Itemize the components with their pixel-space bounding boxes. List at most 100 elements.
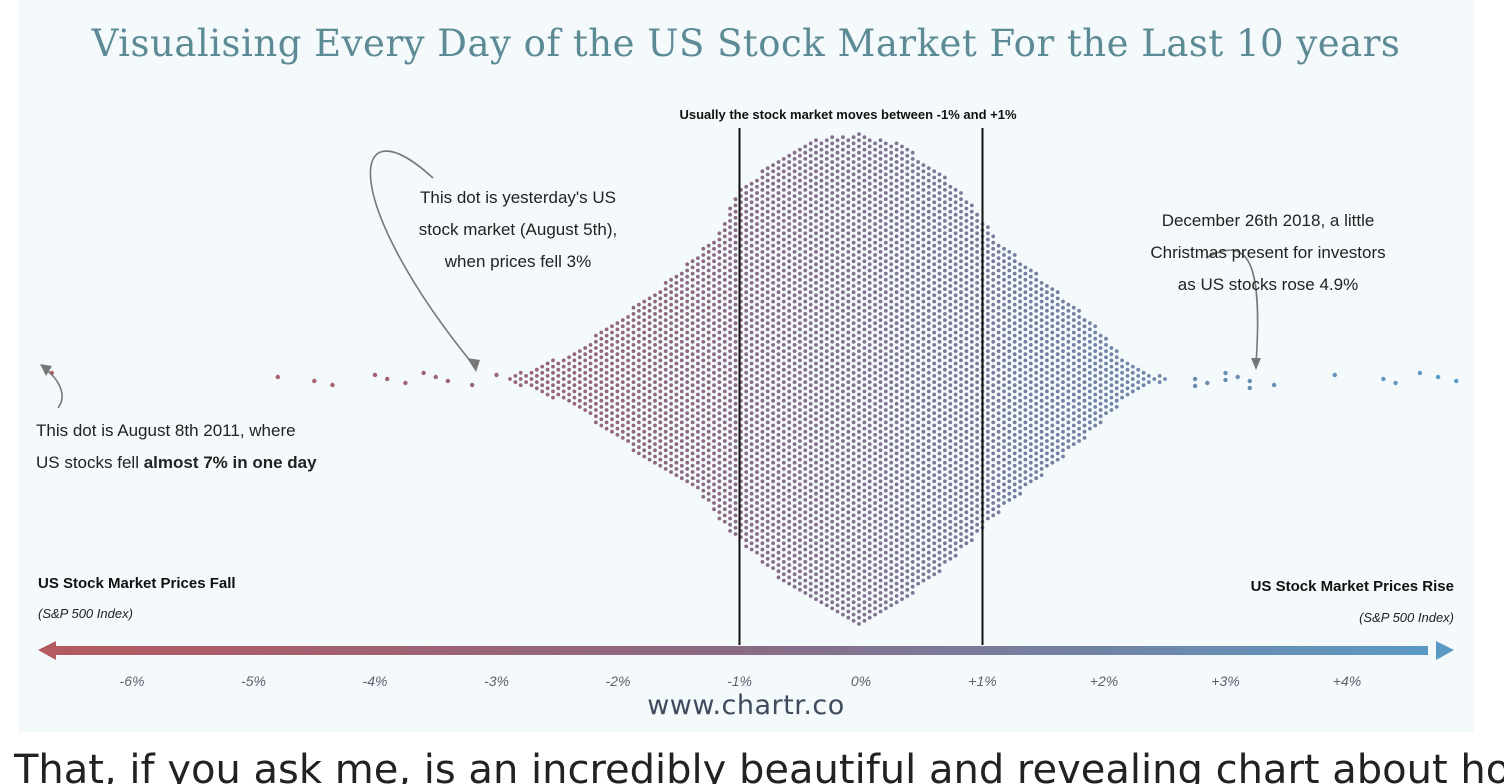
data-dot <box>819 544 824 549</box>
data-dot <box>626 401 630 406</box>
data-dot <box>529 377 534 381</box>
data-dot <box>857 504 861 508</box>
data-dot <box>969 439 974 443</box>
data-dot <box>873 377 877 381</box>
data-dot <box>808 408 813 412</box>
data-dot <box>749 367 754 372</box>
data-dot <box>781 560 786 564</box>
data-dot <box>953 212 958 217</box>
data-dot <box>798 215 802 220</box>
data-dot <box>905 550 910 555</box>
data-dot <box>1071 405 1076 409</box>
data-dot <box>551 389 555 394</box>
data-dot <box>878 163 883 168</box>
data-dot <box>835 442 840 446</box>
data-dot <box>862 352 867 357</box>
data-dot <box>819 501 824 505</box>
data-dot <box>867 318 872 322</box>
data-dot <box>964 380 969 384</box>
data-dot <box>733 315 738 319</box>
data-dot <box>792 442 797 446</box>
data-dot <box>701 246 706 251</box>
data-dot <box>1018 429 1022 434</box>
x-tick-label: +1% <box>968 673 996 689</box>
data-dot <box>1023 395 1028 400</box>
data-dot <box>792 411 797 415</box>
data-dot <box>1061 324 1065 329</box>
data-dot <box>717 398 722 403</box>
data-dot <box>814 361 818 366</box>
data-dot <box>808 172 813 177</box>
data-dot <box>781 460 786 465</box>
data-dot <box>803 237 808 242</box>
data-dot <box>862 346 867 350</box>
data-dot <box>986 504 990 508</box>
data-dot <box>599 392 604 397</box>
data-dot <box>851 488 856 493</box>
data-dot <box>771 355 775 360</box>
data-dot <box>610 336 614 341</box>
data-dot <box>926 470 931 474</box>
data-dot <box>631 392 636 397</box>
data-dot <box>658 408 663 412</box>
data-dot <box>722 352 727 357</box>
data-dot <box>862 315 867 319</box>
data-dot <box>610 367 614 372</box>
data-dot <box>1055 333 1060 338</box>
data-dot <box>577 392 582 397</box>
data-dot <box>803 529 808 533</box>
data-dot <box>1066 389 1071 394</box>
range-note: Usually the stock market moves between -… <box>679 107 1017 122</box>
data-dot <box>1002 246 1006 251</box>
data-dot <box>1034 370 1039 375</box>
data-dot <box>889 584 894 589</box>
data-dot <box>905 470 910 474</box>
data-dot <box>760 355 765 360</box>
data-dot <box>1157 374 1162 378</box>
data-dot <box>372 372 378 378</box>
data-dot <box>690 271 695 276</box>
data-dot <box>1002 346 1006 350</box>
data-dot <box>894 426 899 431</box>
data-dot <box>830 488 835 493</box>
data-dot <box>991 414 996 419</box>
data-dot <box>653 361 657 366</box>
data-dot <box>986 374 990 378</box>
data-dot <box>1066 401 1071 406</box>
data-dot <box>1114 405 1119 409</box>
data-dot <box>808 277 813 282</box>
data-dot <box>986 467 990 471</box>
data-dot <box>883 600 888 605</box>
data-dot <box>765 532 770 536</box>
data-dot <box>722 358 727 363</box>
data-dot <box>1002 321 1006 326</box>
data-dot <box>921 398 926 403</box>
data-dot <box>910 361 915 366</box>
data-dot <box>862 618 867 623</box>
data-dot <box>1093 336 1098 341</box>
data-dot <box>706 442 711 446</box>
data-dot <box>755 538 759 543</box>
data-dot <box>1141 370 1146 375</box>
data-dot <box>824 181 829 186</box>
data-dot <box>771 454 775 459</box>
data-dot <box>631 386 636 391</box>
data-dot <box>878 324 883 329</box>
data-dot <box>642 429 647 434</box>
data-dot <box>889 541 894 546</box>
data-dot <box>760 485 765 490</box>
data-dot <box>883 246 888 251</box>
data-dot <box>1002 358 1006 363</box>
data-dot <box>722 420 727 425</box>
data-dot <box>803 417 808 422</box>
data-dot <box>696 330 700 335</box>
data-dot <box>690 395 695 400</box>
data-dot <box>744 203 749 208</box>
data-dot <box>910 281 915 285</box>
data-dot <box>733 470 738 474</box>
data-dot <box>824 603 829 608</box>
data-dot <box>808 414 813 419</box>
data-dot <box>787 315 792 319</box>
data-dot <box>824 522 829 527</box>
data-dot <box>706 243 711 248</box>
